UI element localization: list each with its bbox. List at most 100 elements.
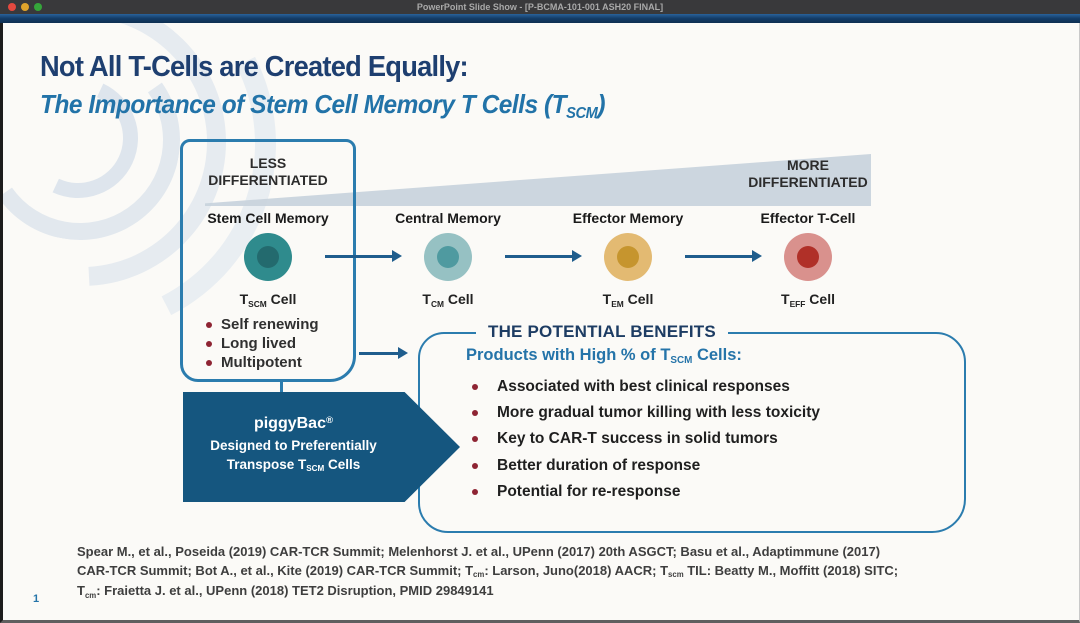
bullet-icon: [206, 321, 212, 328]
fullscreen-button[interactable]: [34, 3, 42, 11]
subscript: CM: [430, 298, 444, 309]
bullet-icon: [472, 463, 478, 469]
minimize-button[interactable]: [21, 3, 29, 11]
stem-cell-memory-highlight-box: [180, 139, 356, 382]
bullet-icon: [206, 340, 212, 347]
box-to-piggybac-connector: [280, 380, 283, 394]
close-button[interactable]: [8, 3, 16, 11]
text-run: T: [422, 291, 431, 307]
box-to-benefits-arrow: [359, 347, 408, 359]
window-title: PowerPoint Slide Show - [P-BCMA-101-001 …: [416, 2, 664, 12]
cell-nucleus-icon: [797, 246, 819, 268]
text-run: Cell: [623, 291, 654, 307]
piggybac-line2: Transpose TSCM Cells: [183, 455, 404, 476]
benefits-subtitle: Products with High % of TSCM Cells:: [466, 346, 742, 366]
piggybac-line1: Designed to Preferentially: [210, 438, 377, 453]
text-run: T: [239, 291, 249, 307]
subscript: EFF: [789, 298, 806, 309]
text-run: DIFFERENTIATED: [208, 172, 328, 188]
subscript-scm: SCM: [566, 104, 598, 122]
stage-name: Effector Memory: [572, 210, 684, 226]
more-differentiated-label: MORE DIFFERENTIATED: [741, 157, 875, 191]
subscript: EM: [611, 298, 624, 309]
trait-item: Long lived: [206, 334, 319, 353]
piggybac-arrow-banner: piggyBac® Designed to Preferentially Tra…: [183, 392, 460, 502]
benefit-item: More gradual tumor killing with less tox…: [472, 403, 820, 423]
benefit-text: Associated with best clinical responses: [497, 378, 790, 395]
text-run: Cells: [324, 457, 361, 472]
text-run: ): [597, 89, 605, 119]
stage-effector-memory: Effector Memory TEM Cell: [548, 210, 708, 309]
stage-transition-arrow: [325, 250, 402, 262]
cell-label: TEM Cell: [548, 291, 708, 309]
benefit-text: Potential for re-response: [497, 483, 681, 500]
text-run: : Larson, Juno(2018) AACR; T: [484, 562, 669, 578]
cell-nucleus-icon: [257, 246, 279, 268]
text-run: LESS: [249, 155, 287, 171]
text-run: The Importance of Stem Cell Memory T Cel…: [40, 89, 567, 119]
stage-transition-arrow: [685, 250, 762, 262]
slide-canvas[interactable]: Not All T-Cells are Created Equally: The…: [0, 23, 1080, 623]
benefit-text: Better duration of response: [497, 457, 701, 474]
cell-nucleus-icon: [437, 246, 459, 268]
benefit-item: Associated with best clinical responses: [472, 377, 790, 397]
stage-transition-arrow: [505, 250, 582, 262]
trait-text: Self renewing: [221, 316, 319, 333]
benefit-item: Potential for re-response: [472, 482, 680, 502]
less-differentiated-label: LESS DIFFERENTIATED: [180, 155, 356, 189]
piggybac-text: piggyBac® Designed to Preferentially Tra…: [183, 392, 404, 476]
stage-central-memory: Central Memory TCM Cell: [368, 210, 528, 309]
subscript: cm: [473, 569, 485, 579]
citations-footer: Spear M., et al., Poseida (2019) CAR-TCR…: [77, 543, 1017, 603]
bullet-icon: [206, 359, 212, 366]
text-run: Cells:: [692, 346, 742, 364]
stage-name: Central Memory: [395, 210, 501, 226]
text-run: T: [602, 291, 612, 307]
teff-cell-icon: [784, 233, 832, 281]
trait-text: Multipotent: [221, 354, 302, 371]
cell-label: TSCM Cell: [188, 291, 348, 309]
stage-name: Stem Cell Memory: [207, 210, 329, 226]
subscript: SCM: [306, 464, 325, 474]
citation-line: Spear M., et al., Poseida (2019) CAR-TCR…: [77, 544, 881, 559]
tem-cell-icon: [604, 233, 652, 281]
text-run: MORE: [787, 157, 829, 173]
trait-text: Long lived: [221, 335, 296, 352]
benefit-item: Better duration of response: [472, 456, 700, 476]
bullet-icon: [472, 489, 478, 495]
subscript: SCM: [670, 354, 693, 366]
piggybac-title: piggyBac®: [183, 415, 404, 436]
subscript: scm: [668, 569, 684, 579]
stage-effector-t-cell: Effector T-Cell TEFF Cell: [728, 210, 888, 309]
slide-title: Not All T-Cells are Created Equally:: [40, 51, 469, 83]
text-run: piggyBac: [253, 415, 326, 432]
text-run: DIFFERENTIATED: [748, 174, 868, 190]
text-run: TIL: Beatty M., Moffitt (2018) SITC;: [683, 562, 899, 578]
citation-line: CAR-TCR Summit; Bot A., et al., Kite (20…: [77, 562, 1017, 583]
benefit-text: Key to CAR-T success in solid tumors: [497, 430, 778, 447]
stage-name: Effector T-Cell: [760, 210, 856, 226]
window-titlebar: PowerPoint Slide Show - [P-BCMA-101-001 …: [0, 0, 1080, 14]
potential-benefits-box: THE POTENTIAL BENEFITS Products with Hig…: [418, 322, 966, 533]
text-run: T: [77, 583, 85, 599]
text-run: Cell: [266, 291, 297, 307]
benefit-item: Key to CAR-T success in solid tumors: [472, 429, 778, 449]
benefit-text: More gradual tumor killing with less tox…: [497, 404, 820, 421]
registered-mark: ®: [325, 415, 334, 427]
slide-subtitle: The Importance of Stem Cell Memory T Cel…: [40, 89, 605, 122]
text-run: Cell: [444, 291, 474, 307]
cell-nucleus-icon: [617, 246, 639, 268]
top-accent-band: [0, 14, 1080, 23]
text-run: T: [781, 291, 790, 307]
subscript: cm: [84, 590, 97, 600]
slide-page-number: 1: [33, 593, 40, 605]
benefits-title: THE POTENTIAL BENEFITS: [476, 322, 728, 342]
text-run: Cell: [805, 291, 835, 307]
trait-item: Multipotent: [206, 353, 319, 372]
bullet-icon: [472, 410, 478, 416]
tcm-cell-icon: [424, 233, 472, 281]
cell-label: TCM Cell: [368, 291, 528, 309]
text-run: Products with High % of T: [466, 346, 671, 364]
stage-stem-cell-memory: Stem Cell Memory TSCM Cell: [188, 210, 348, 309]
tscm-cell-icon: [244, 233, 292, 281]
